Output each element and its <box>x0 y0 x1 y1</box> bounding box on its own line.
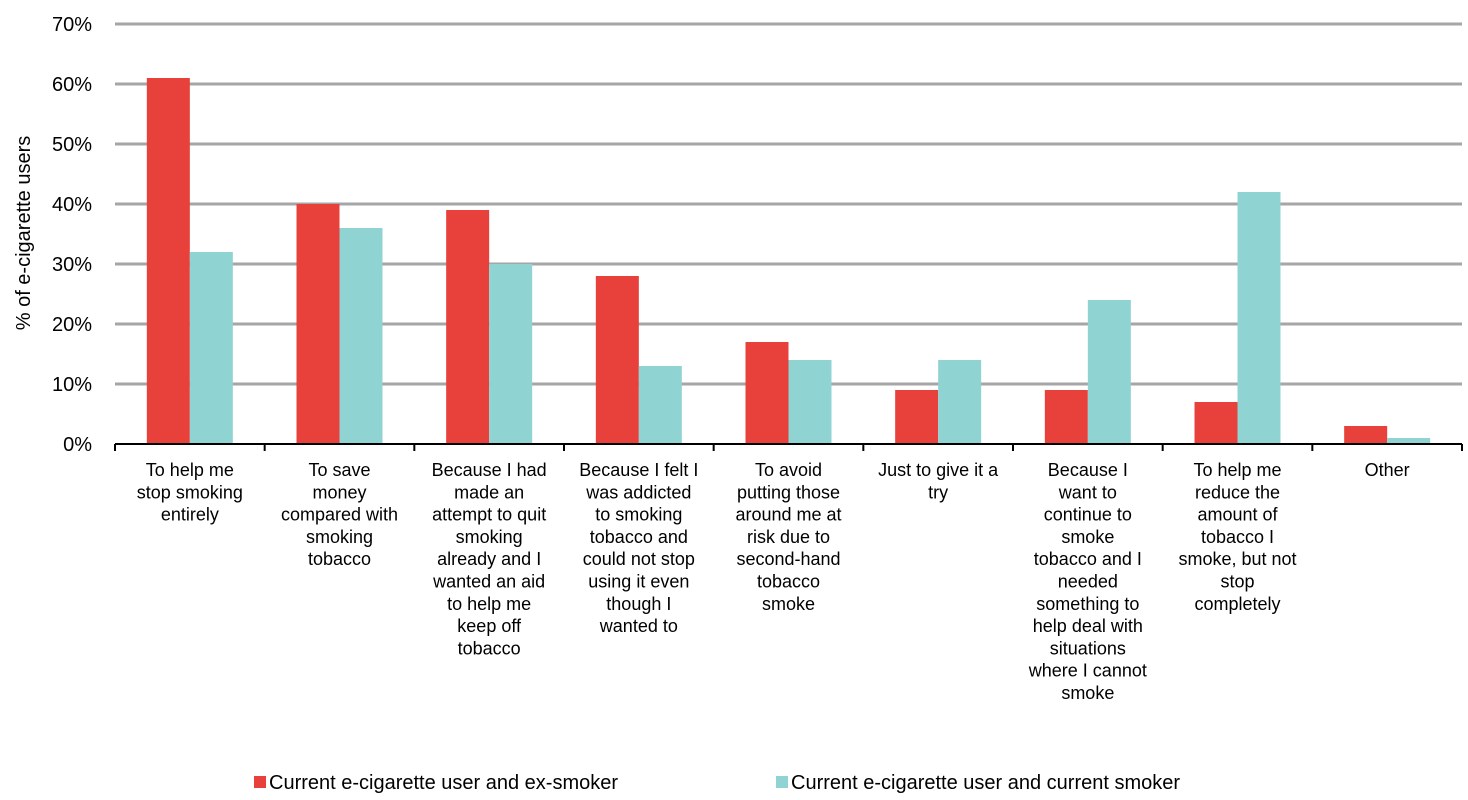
bar-ex-smoker-7 <box>1044 390 1088 444</box>
y-tick-label: 50% <box>52 134 92 156</box>
x-category-label: To avoid putting those around me at risk du… <box>735 460 841 614</box>
bar-current-smoker-4 <box>638 366 682 444</box>
x-category-label: Because I had made an attempt to quit smoki… <box>432 460 547 658</box>
legend-swatch <box>776 776 788 788</box>
bar-ex-smoker-2 <box>296 204 340 444</box>
x-category-label: Other <box>1365 460 1410 480</box>
axes <box>114 443 1463 451</box>
bar-ex-smoker-1 <box>146 78 190 444</box>
bar-ex-smoker-8 <box>1194 402 1238 444</box>
bar-current-smoker-7 <box>1087 300 1131 444</box>
bar-ex-smoker-4 <box>595 276 639 444</box>
y-tick-label: 20% <box>52 314 92 336</box>
bar-current-smoker-1 <box>189 252 233 444</box>
y-tick-label: 10% <box>52 374 92 396</box>
y-tick-label: 40% <box>52 194 92 216</box>
x-category-labels: To help me stop smoking entirely To save mon… <box>137 460 1410 703</box>
bar-ex-smoker-3 <box>446 210 490 444</box>
x-category-label: To help me stop smoking entirely <box>137 460 243 525</box>
y-tick-label: 60% <box>52 74 92 96</box>
y-tick-label: 70% <box>52 14 92 36</box>
legend-label: Current e-cigarette user and ex-smoker <box>269 772 618 794</box>
bar-ex-smoker-6 <box>895 390 939 444</box>
bar-current-smoker-3 <box>489 264 533 444</box>
legend-label: Current e-cigarette user and current smo… <box>791 772 1180 794</box>
bar-current-smoker-8 <box>1237 192 1281 444</box>
legend-swatch <box>254 776 266 788</box>
bars <box>146 78 1431 444</box>
y-axis-label: % of e-cigarette users <box>13 136 35 331</box>
bar-current-smoker-9 <box>1387 438 1431 444</box>
x-category-label: Just to give it a try <box>878 460 999 502</box>
bar-current-smoker-5 <box>788 360 832 444</box>
bar-ex-smoker-9 <box>1344 426 1388 444</box>
y-tick-label: 30% <box>52 254 92 276</box>
legend: Current e-cigarette user and ex-smoker Cu… <box>254 772 1180 794</box>
bar-current-smoker-2 <box>339 228 383 444</box>
x-category-label: To save money compared with smoking tobacco <box>281 460 398 569</box>
y-tick-label: 0% <box>63 434 92 456</box>
bar-current-smoker-6 <box>938 360 982 444</box>
y-tick-labels: 0% 10% 20% 30% 40% 50% 60% 70% <box>52 14 92 456</box>
bar-ex-smoker-5 <box>745 342 789 444</box>
